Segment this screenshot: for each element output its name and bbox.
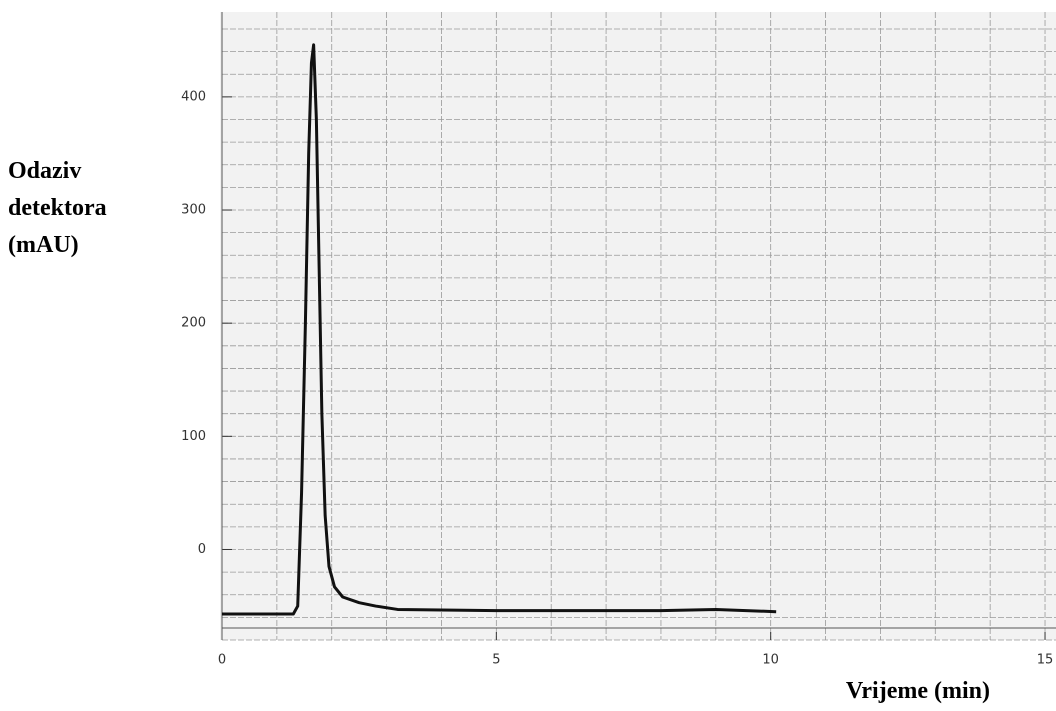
x-tick-label: 0 xyxy=(218,653,226,668)
x-tick-label: 5 xyxy=(492,653,500,668)
x-tick-label: 10 xyxy=(762,653,779,668)
x-axis-label: Vrijeme (min) xyxy=(846,678,990,704)
chromatogram-line xyxy=(222,43,777,616)
y-axis-label: (mAU) xyxy=(8,232,79,258)
plot-area xyxy=(220,12,1056,640)
y-axis-label: Odaziv xyxy=(8,158,81,184)
y-tick-label: 0 xyxy=(198,542,206,557)
y-tick-label: 200 xyxy=(181,316,206,331)
y-tick-label: 300 xyxy=(181,203,206,218)
x-tick-label: 15 xyxy=(1037,653,1054,668)
y-tick-label: 100 xyxy=(181,429,206,444)
y-tick-label: 400 xyxy=(181,89,206,104)
y-axis-label: detektora xyxy=(8,195,107,221)
